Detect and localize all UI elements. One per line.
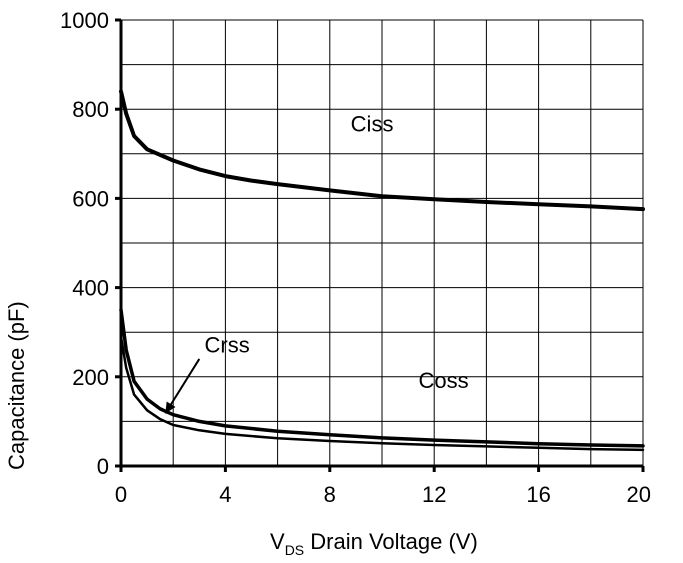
x-tick-label-1: 4 xyxy=(219,482,231,507)
x-tick-label-0: 0 xyxy=(115,482,127,507)
annotation-crss: Crss xyxy=(205,332,250,357)
x-axis-label: VDS Drain Voltage (V) xyxy=(270,529,478,558)
crss-arrow xyxy=(164,358,201,414)
x-tick-label-3: 12 xyxy=(422,482,446,507)
tick-labels: 0 200 400 600 800 1000 0 4 8 12 16 20 xyxy=(60,8,651,507)
x-tick-label-5: 20 xyxy=(627,482,651,507)
x-axis-label-subscript: DS xyxy=(285,542,304,558)
y-tick-label-0: 0 xyxy=(97,454,109,479)
grid xyxy=(120,19,644,467)
series-line-coss xyxy=(119,308,645,448)
annotation-coss: Coss xyxy=(419,368,469,393)
x-tick-label-2: 8 xyxy=(324,482,336,507)
axes xyxy=(119,20,643,468)
series-line-crss xyxy=(119,335,645,452)
x-axis-label-text: Drain Voltage (V) xyxy=(304,529,478,554)
x-tick-label-4: 16 xyxy=(526,482,550,507)
series-group xyxy=(119,89,645,452)
y-tick-label-4: 800 xyxy=(72,97,109,122)
series-line-ciss xyxy=(119,89,645,212)
y-tick-label-1: 200 xyxy=(72,365,109,390)
x-axis-label-v: V xyxy=(270,529,285,554)
annotation-ciss: Ciss xyxy=(351,112,394,137)
crss-arrow-head xyxy=(165,401,176,414)
y-axis-label: Capacitance (pF) xyxy=(4,301,29,470)
y-tick-label-3: 600 xyxy=(72,186,109,211)
annotations: Ciss Crss Coss xyxy=(205,112,469,393)
y-tick-label-2: 400 xyxy=(72,276,109,301)
y-tick-label-5: 1000 xyxy=(60,8,109,33)
